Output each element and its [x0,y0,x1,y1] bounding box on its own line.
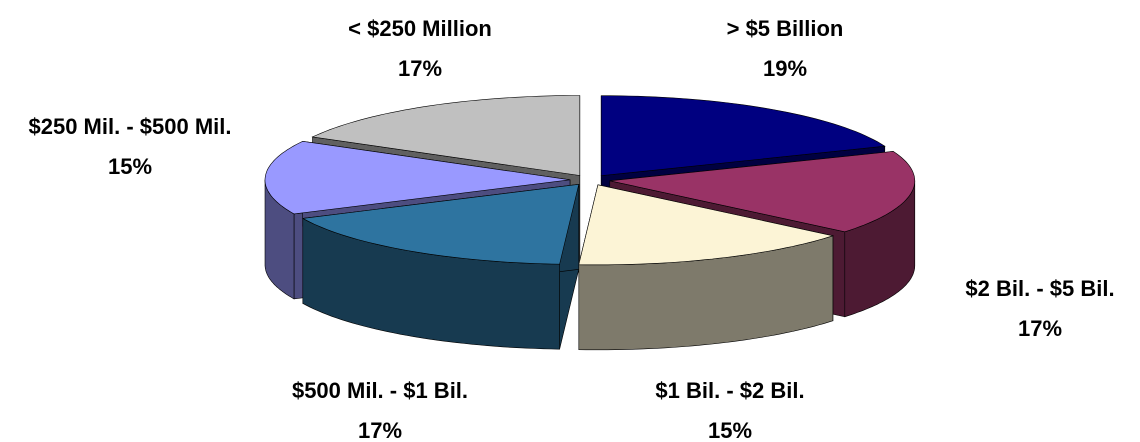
slice [311,95,581,176]
slice-label: $250 Mil. - $500 Mil. [29,114,232,139]
slice-value-label: 15% [708,418,752,442]
slice-value-label: 15% [108,154,152,179]
slice-label: $500 Mil. - $1 Bil. [292,378,468,403]
slice-label: $1 Bil. - $2 Bil. [655,378,804,403]
slice [609,151,916,233]
slice [301,183,580,265]
slice-value-label: 19% [763,56,807,81]
slice-value-label: 17% [1018,316,1062,341]
slice [600,95,886,177]
slice [578,184,835,266]
slice-tops [264,95,916,266]
slice-label: $2 Bil. - $5 Bil. [965,276,1114,301]
slice-label: > $5 Billion [727,16,844,41]
slice-value-label: 17% [398,56,442,81]
slice [264,140,571,215]
slice-label: < $250 Million [348,16,492,41]
slice-value-label: 17% [358,418,402,442]
